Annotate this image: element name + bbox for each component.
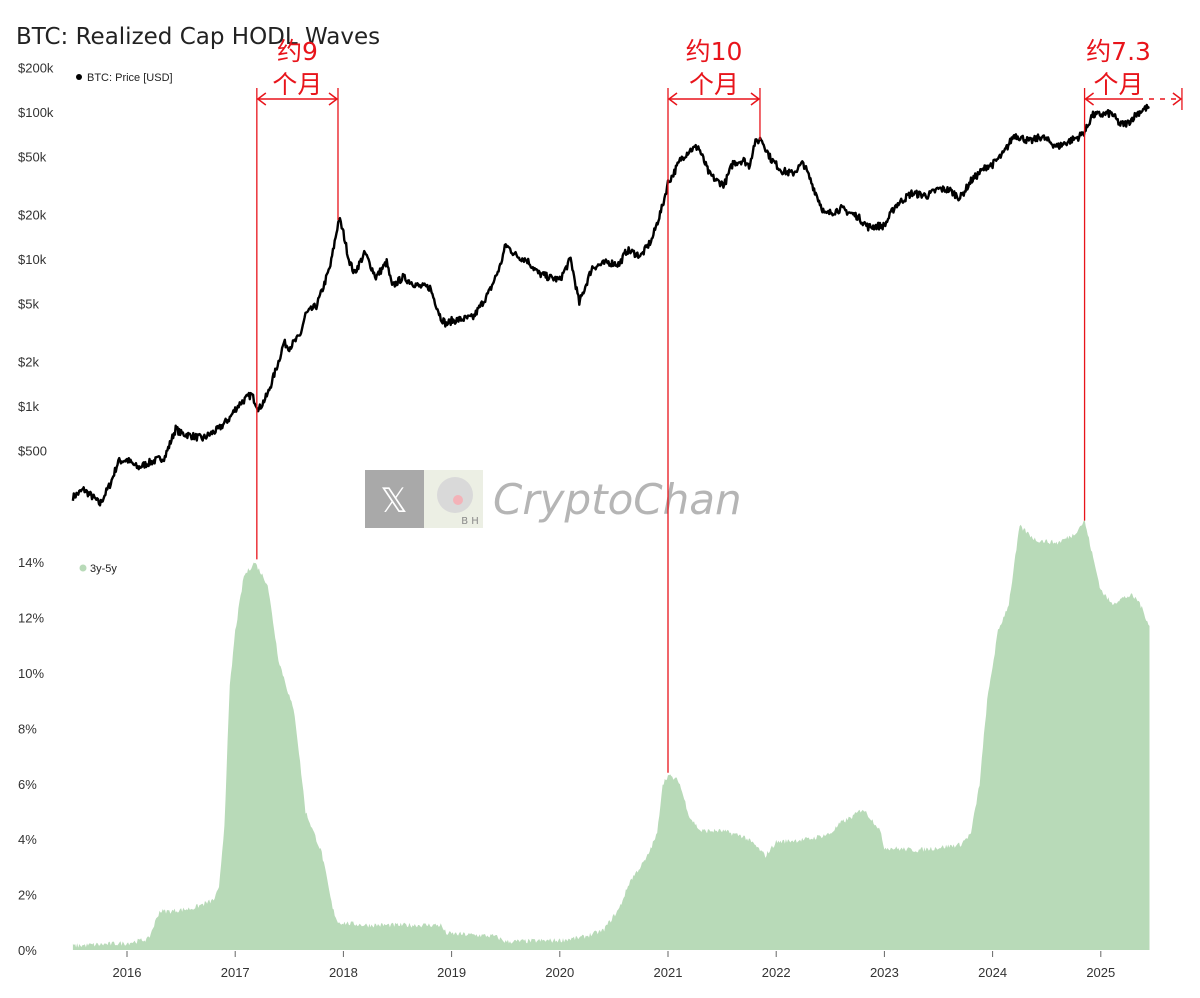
price-tick-label: $500 xyxy=(18,443,47,458)
cycle-annotations: 约9 个月 约10 个月 约7.3 个月 xyxy=(256,37,1183,773)
price-series-line xyxy=(71,103,1150,507)
wave-tick-label: 10% xyxy=(18,666,44,681)
annotation-line1: 约7.3 xyxy=(1086,37,1151,66)
wave-tick-label: 12% xyxy=(18,611,44,626)
panda-face-icon xyxy=(437,477,473,513)
arrow-right-icon xyxy=(750,92,761,106)
arrow-left-icon xyxy=(667,92,678,106)
annotation-line2: 个月 xyxy=(689,70,739,99)
wave-tick-label: 6% xyxy=(18,777,37,792)
wave-tick-label: 14% xyxy=(18,555,44,570)
wave-tick-label: 2% xyxy=(18,888,37,903)
x-tick-label: 2025 xyxy=(1086,965,1115,980)
arrow-left-icon xyxy=(256,92,267,106)
wave-tick-label: 4% xyxy=(18,832,37,847)
x-tick-label: 2022 xyxy=(762,965,791,980)
wave-tick-label: 0% xyxy=(18,943,37,958)
x-tick-label: 2024 xyxy=(978,965,1007,980)
price-tick-label: $50k xyxy=(18,149,47,164)
watermark-text: CryptoChan xyxy=(493,475,742,524)
arrow-left-icon xyxy=(1084,92,1095,106)
price-tick-label: $200k xyxy=(18,61,54,76)
wave-tick-label: 8% xyxy=(18,721,37,736)
wave-3y-5y-area xyxy=(72,519,1150,950)
x-axis: 2016 2017 2018 2019 2020 2021 2022 2023 2024 2025 xyxy=(113,951,1115,980)
price-y-axis: $200k $100k $50k $20k $10k $5k $2k $1k $500 xyxy=(18,61,54,459)
price-legend-dot xyxy=(76,74,82,80)
chart-title: BTC: Realized Cap HODL Waves xyxy=(16,24,380,50)
price-tick-label: $5k xyxy=(18,296,39,311)
wave-legend-dot xyxy=(79,564,87,572)
price-tick-label: $20k xyxy=(18,208,47,223)
annotation-3: 约7.3 个月 xyxy=(1083,37,1183,521)
hodl-panel: 14%12%10%8%6%4%2%0% 3y-5y 2016 2017 2018 20… xyxy=(18,519,1150,980)
x-tick-label: 2021 xyxy=(654,965,683,980)
avatar-badge: B H xyxy=(461,516,479,527)
x-logo-icon: 𝕏 xyxy=(380,481,407,521)
x-tick-label: 2023 xyxy=(870,965,899,980)
x-tick-label: 2018 xyxy=(329,965,358,980)
wave-y-axis: 14% 12% 10% 8% 6% 4% 2% 0% xyxy=(18,555,44,958)
annotation-line2: 个月 xyxy=(1094,70,1144,99)
watermark: 𝕏 B H CryptoChan xyxy=(365,470,742,528)
price-legend-label: BTC: Price [USD] xyxy=(87,72,173,84)
x-tick-label: 2020 xyxy=(545,965,574,980)
panda-cheek-icon xyxy=(453,495,463,505)
annotation-2: 约10 个月 xyxy=(667,37,761,773)
annotation-1: 约9 个月 xyxy=(256,37,339,560)
annotation-line2: 个月 xyxy=(272,70,322,99)
x-tick-label: 2019 xyxy=(437,965,466,980)
price-tick-label: $2k xyxy=(18,355,39,370)
price-panel: $200k $100k $50k $20k $10k $5k $2k $1k $500 BTC:… xyxy=(18,61,1150,507)
price-tick-label: $100k xyxy=(18,105,54,120)
price-tick-label: $1k xyxy=(18,399,39,414)
x-tick-label: 2017 xyxy=(221,965,250,980)
annotation-line1: 约10 xyxy=(686,37,743,66)
x-tick-label: 2016 xyxy=(113,965,142,980)
wave-legend-label: 3y-5y xyxy=(90,563,117,575)
arrow-right-icon xyxy=(328,92,339,106)
x-logo-box xyxy=(365,470,424,528)
annotation-line1: 约9 xyxy=(277,37,318,66)
price-tick-label: $10k xyxy=(18,252,47,267)
arrow-right-icon xyxy=(1172,92,1183,106)
